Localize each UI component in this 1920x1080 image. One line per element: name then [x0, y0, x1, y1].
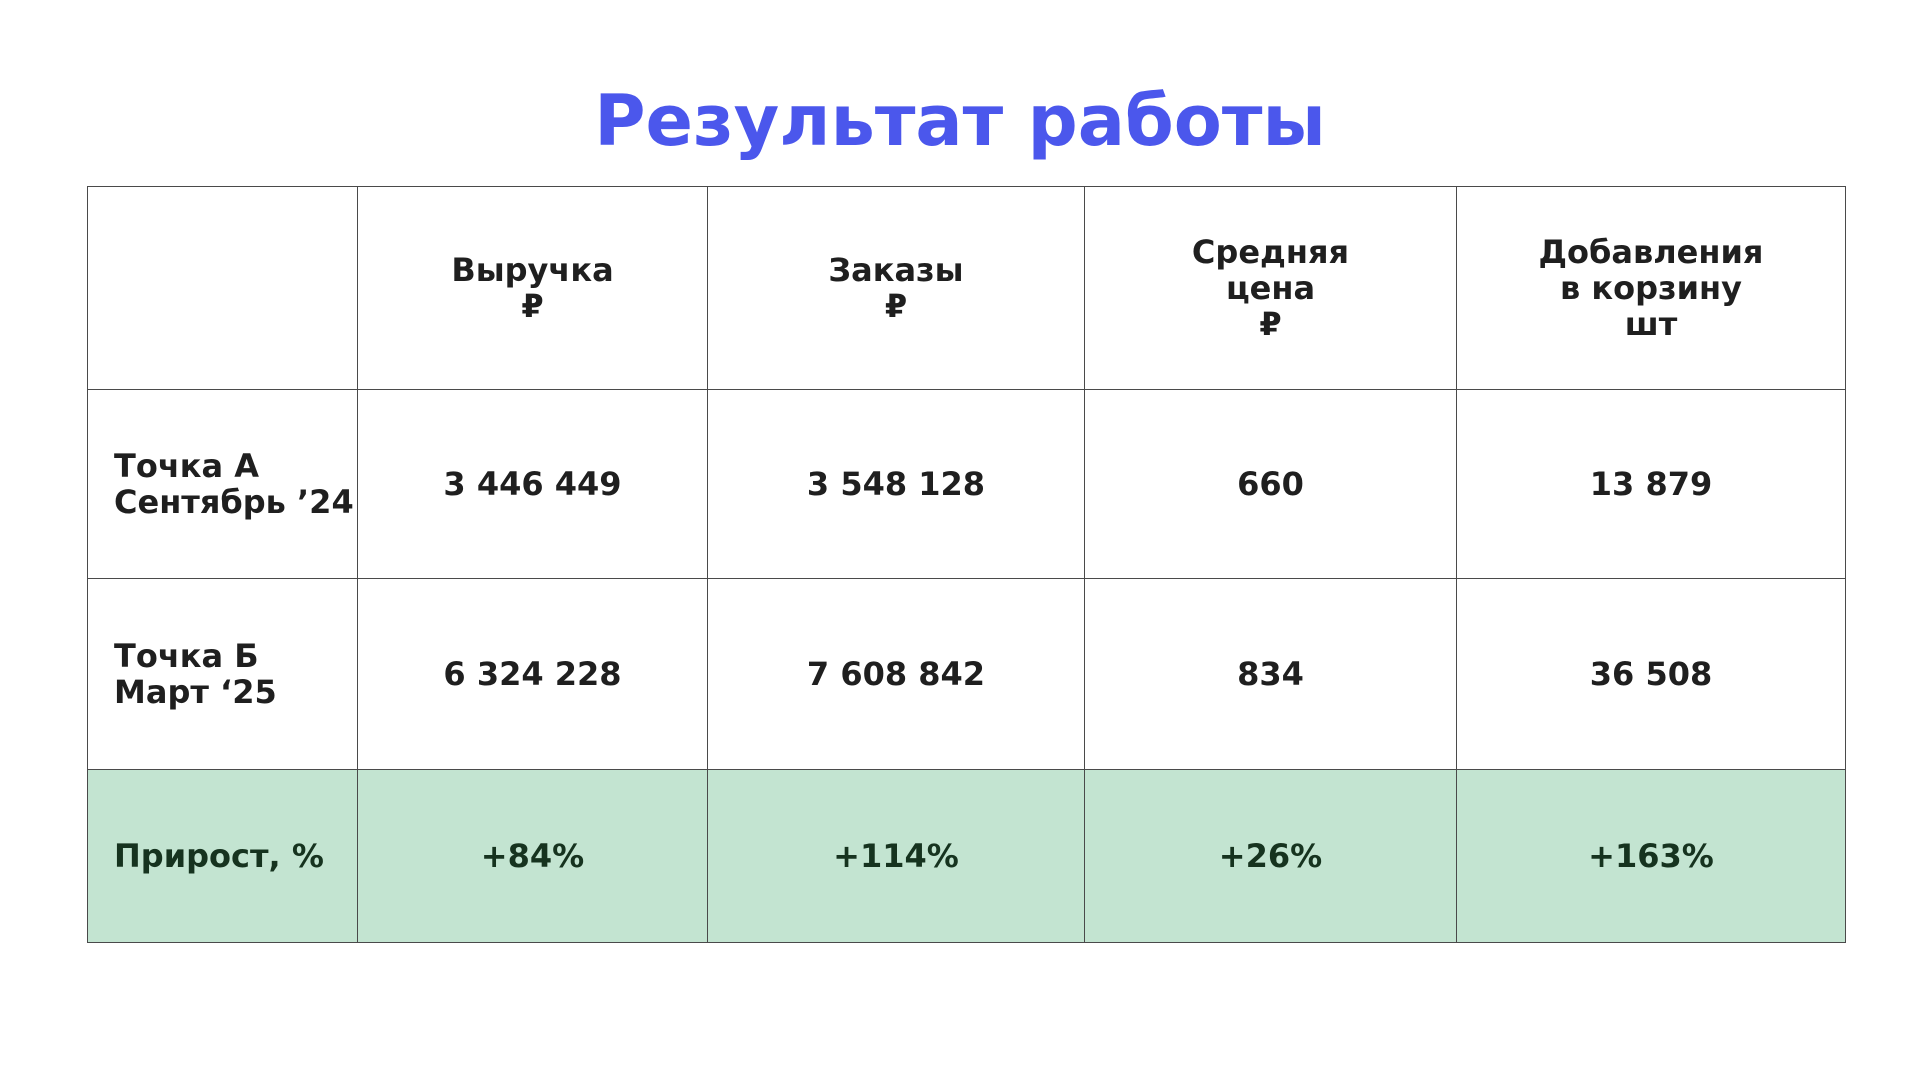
cell-growth-orders: +114%	[707, 769, 1085, 943]
row-label-point-a: Точка А Сентябрь ’24	[87, 389, 358, 579]
cell-cart-additions: 36 508	[1456, 578, 1846, 770]
header-cell-cart-additions: Добавления в корзину шт	[1456, 186, 1846, 390]
cell-average-price: 660	[1084, 389, 1457, 579]
cell-growth-average-price: +26%	[1084, 769, 1457, 943]
results-table-container: Выручка ₽ Заказы ₽ Средняя цена ₽ Добавл…	[87, 186, 1846, 943]
row-label-line: Точка Б	[114, 637, 259, 675]
table-row: Точка А Сентябрь ’24 3 446 449 3 548 128…	[87, 389, 1846, 579]
row-label-line: Прирост, %	[114, 837, 324, 875]
row-label-line: Точка А	[114, 447, 259, 485]
header-line: цена	[1225, 269, 1316, 307]
table-row: Точка Б Март ‘25 6 324 228 7 608 842 834…	[87, 578, 1846, 770]
header-line: ₽	[884, 287, 908, 325]
header-cell-empty	[87, 186, 358, 390]
header-line: ₽	[521, 287, 544, 325]
row-label-point-b: Точка Б Март ‘25	[87, 578, 358, 770]
cell-revenue: 6 324 228	[357, 578, 708, 770]
header-line: Добавления	[1538, 233, 1764, 271]
header-line: Средняя	[1191, 233, 1350, 271]
table-header-row: Выручка ₽ Заказы ₽ Средняя цена ₽ Добавл…	[87, 186, 1846, 390]
header-line: ₽	[1259, 305, 1282, 343]
cell-revenue: 3 446 449	[357, 389, 708, 579]
header-cell-revenue: Выручка ₽	[357, 186, 708, 390]
cell-average-price: 834	[1084, 578, 1457, 770]
cell-cart-additions: 13 879	[1456, 389, 1846, 579]
page-title: Результат работы	[594, 80, 1326, 162]
row-label-line: Март ‘25	[114, 673, 277, 711]
growth-row: Прирост, % +84% +114% +26% +163%	[87, 769, 1846, 943]
cell-orders: 3 548 128	[707, 389, 1085, 579]
results-table: Выручка ₽ Заказы ₽ Средняя цена ₽ Добавл…	[87, 186, 1846, 943]
cell-growth-revenue: +84%	[357, 769, 708, 943]
row-label-growth: Прирост, %	[87, 769, 358, 943]
row-label-line: Сентябрь ’24	[114, 483, 354, 521]
cell-growth-cart-additions: +163%	[1456, 769, 1846, 943]
header-line: шт	[1624, 305, 1678, 343]
cell-orders: 7 608 842	[707, 578, 1085, 770]
header-cell-orders: Заказы ₽	[707, 186, 1085, 390]
header-line: Выручка	[451, 251, 614, 289]
header-cell-average-price: Средняя цена ₽	[1084, 186, 1457, 390]
header-line: в корзину	[1560, 269, 1742, 307]
header-line: Заказы	[828, 251, 964, 289]
